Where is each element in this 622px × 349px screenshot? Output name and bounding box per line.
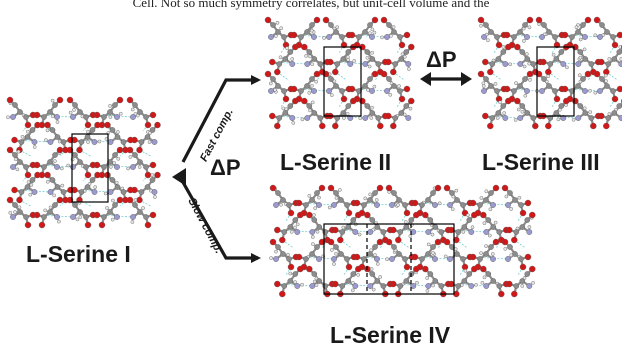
label-serine-ii: L-Serine II [280, 149, 392, 175]
pressure-label-main: ΔP [210, 155, 241, 180]
arrowhead-right-iii [461, 72, 472, 86]
unit-cell-iii [536, 46, 575, 117]
crystal-structure-serine-i [6, 96, 161, 229]
unit-cell-i [71, 133, 109, 203]
label-serine-iii: L-Serine III [482, 149, 600, 175]
crystal-structure-serine-iii [477, 16, 622, 130]
unit-cell-ii [323, 46, 362, 117]
arrow-i-to-iv [178, 176, 261, 263]
pressure-label-ii-iii: ΔP [426, 47, 457, 72]
crystal-structure-serine-iv [269, 184, 536, 298]
unit-cell-iv [323, 223, 455, 295]
arrowhead-left-ii [420, 72, 431, 86]
crystal-structure-serine-ii [264, 16, 415, 130]
label-serine-iv: L-Serine IV [330, 322, 451, 348]
cropped-header-text: Cell. Not so much symmetry correlates, b… [132, 0, 490, 10]
label-serine-i: L-Serine I [26, 241, 131, 267]
arrow-i-to-ii [181, 75, 261, 163]
